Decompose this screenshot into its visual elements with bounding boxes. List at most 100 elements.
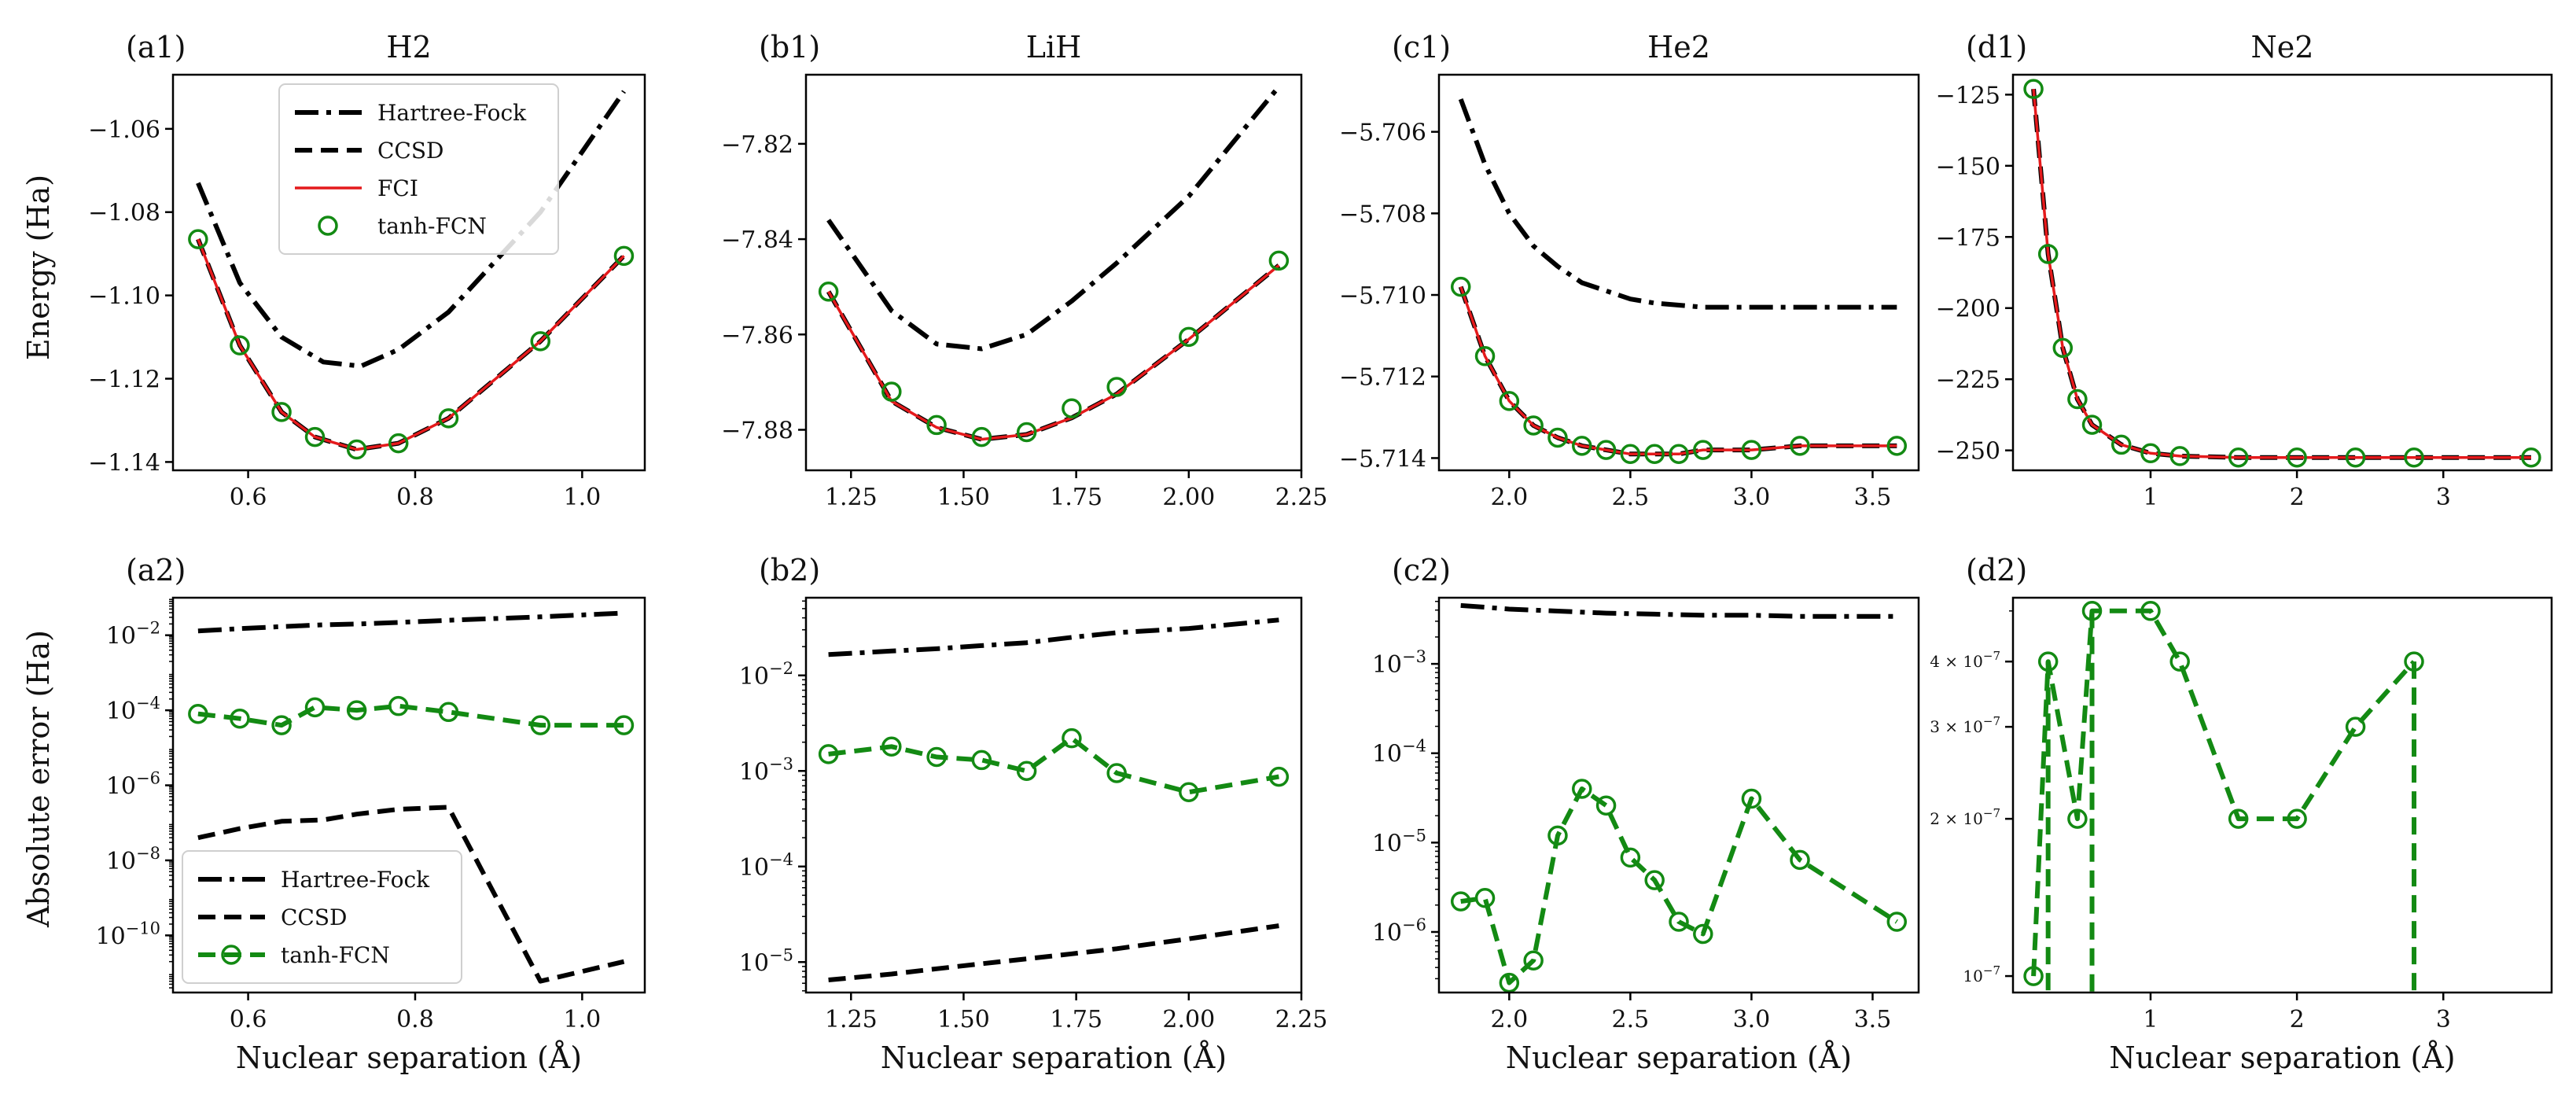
x-tick-label: 1.25: [825, 484, 878, 511]
y-tick-label: 10−10: [95, 919, 160, 950]
series-line-fci: [2032, 88, 2531, 459]
x-tick-label: 3.0: [1733, 484, 1771, 511]
point-marker-tanh-fcn: [1016, 422, 1037, 443]
panel-label: (b1): [759, 30, 820, 64]
point-marker-tanh-fcn: [2037, 244, 2059, 264]
y-tick-label: −7.86: [721, 322, 793, 349]
y-tick-label: −5.710: [1339, 282, 1426, 310]
series-line-ccsd: [826, 263, 1281, 442]
tick-exponent: −7: [1983, 649, 2000, 663]
point-marker-tanh-fcn: [881, 381, 902, 402]
panel-title: Ne2: [2251, 30, 2314, 64]
legend: Hartree-Fock CCSD tanh-FCN: [182, 850, 462, 984]
legend-label: tanh-FCN: [377, 213, 487, 239]
series-line-tanh-fcn: [1460, 786, 1898, 985]
tick-coef: 2 ×: [1930, 809, 1963, 828]
y-tick-label: −175: [1936, 224, 2000, 252]
legend-label: tanh-FCN: [281, 942, 390, 968]
point-marker-tanh-fcn: [2404, 651, 2424, 672]
point-marker-tanh-fcn: [1450, 891, 1471, 912]
series-group: [1450, 602, 1908, 993]
point-marker-tanh-fcn: [230, 708, 250, 729]
point-marker-tanh-fcn: [1268, 250, 1290, 271]
x-tick-label: 2.00: [1162, 1006, 1215, 1033]
tick-base: 10: [1372, 651, 1402, 679]
xlabel: Nuclear separation (Å): [881, 1040, 1227, 1075]
x-tick-label: 0.8: [396, 484, 434, 511]
point-marker-tanh-fcn: [1016, 761, 1037, 782]
point-marker-tanh-fcn: [2081, 601, 2103, 621]
x-tick-label: 3.5: [1854, 484, 1892, 511]
tick-exponent: −3: [1402, 647, 1426, 666]
x-tick-label: 2.0: [1490, 484, 1528, 511]
x-tick-label: 0.8: [396, 1006, 434, 1033]
tick-exponent: −6: [136, 769, 160, 788]
panel-d2: 1 2 310−72 × 10−73 × 10−74 × 10−7(d2)Nucle…: [1930, 553, 2553, 1075]
y-tick-label: 10−6: [1372, 915, 1426, 947]
x-tick-label: 2.0: [1490, 1006, 1528, 1033]
point-marker-tanh-fcn: [1620, 444, 1641, 465]
point-marker-tanh-fcn: [1499, 972, 1520, 993]
point-marker-tanh-fcn: [613, 245, 635, 267]
series-group: [188, 610, 635, 984]
panel-d1: 1 2 3 −250 −225 −200 −175 −150 −125 (d1) Ne2: [1936, 30, 2553, 511]
x-tick-label: 3.0: [1733, 1006, 1771, 1033]
series-line-tanh-fcn: [2031, 608, 2416, 977]
point-marker-tanh-fcn: [1886, 912, 1908, 932]
tick-base: 10: [106, 623, 136, 650]
point-marker-tanh-fcn: [304, 426, 326, 448]
y-tick-label: 10−6: [106, 769, 160, 801]
panel-title: LiH: [1026, 30, 1082, 64]
tick-base: 10: [106, 848, 136, 875]
y-tick-label: −7.82: [721, 131, 793, 159]
plot-frame: [1437, 596, 1920, 994]
point-marker-tanh-fcn: [304, 697, 326, 718]
series-group: [2023, 601, 2424, 993]
y-tick-label: 10−4: [106, 694, 160, 725]
x-tick-label: 1.0: [563, 1006, 601, 1033]
panel-c1: 2.0 2.5 3.0 3.5 −5.714 −5.712 −5.710 −5.708 −5.7…: [1339, 30, 1920, 511]
point-marker-tanh-fcn: [188, 703, 208, 724]
legend: Hartree-Fock CCSD FCI tanh-FCN: [278, 83, 559, 255]
x-tick-label: 2.5: [1612, 1006, 1650, 1033]
x-tick-label: 2.25: [1275, 484, 1328, 511]
point-marker-tanh-fcn: [2287, 808, 2307, 829]
tick-exponent: −4: [769, 850, 793, 869]
point-marker-tanh-fcn: [1450, 276, 1471, 297]
point-marker-tanh-fcn: [438, 408, 459, 429]
series-line-hartree-fock: [828, 617, 1279, 657]
series-line-hartree-fock: [1460, 602, 1897, 619]
point-marker-tanh-fcn: [1572, 436, 1592, 456]
tick-base: 10: [739, 949, 769, 977]
x-tick-label: 1.75: [1050, 1006, 1102, 1033]
point-marker-tanh-fcn: [818, 744, 839, 764]
y-tick-label: 2 × 10−7: [1930, 806, 2000, 828]
panel-c2: 2.0 2.5 3.0 3.510−610−510−410−3(c2)Nuclear …: [1372, 553, 1920, 1075]
y-tick-label: 4 × 10−7: [1930, 649, 2000, 671]
point-marker-tanh-fcn: [2228, 447, 2249, 468]
point-marker-tanh-fcn: [2037, 651, 2059, 672]
point-marker-tanh-fcn: [1620, 847, 1641, 868]
series-line-hartree-fock: [826, 85, 1281, 352]
point-marker-tanh-fcn: [271, 715, 292, 735]
x-tick-label: 1.50: [937, 1006, 990, 1033]
point-marker-tanh-fcn: [881, 736, 902, 757]
point-marker-tanh-fcn: [2067, 808, 2088, 829]
tick-exponent: −7: [1983, 714, 2000, 728]
x-tick-label: 3: [2436, 484, 2451, 511]
tick-exponent: −4: [136, 694, 160, 713]
point-marker-tanh-fcn: [2521, 447, 2541, 468]
point-marker-tanh-fcn: [2169, 651, 2190, 672]
y-tick-label: −1.12: [88, 366, 160, 394]
point-marker-tanh-fcn: [926, 414, 947, 436]
y-tick-label: 10−2: [739, 659, 793, 691]
panel-label: (d1): [1966, 30, 2027, 64]
x-tick-label: 3.5: [1854, 1006, 1892, 1033]
point-marker-tanh-fcn: [1499, 391, 1520, 411]
point-marker-tanh-fcn: [271, 402, 292, 422]
x-tick-label: 1.50: [937, 484, 990, 511]
panels-container: 0.6 0.8 1.0 −1.14 −1.12 −1.10 −1.08 −1.06 (a1) H2…: [88, 30, 2553, 1075]
point-marker-tanh-fcn: [1474, 888, 1496, 908]
legend-item-ccsd: CCSD: [295, 138, 443, 164]
y-tick-label: 3 × 10−7: [1930, 714, 2000, 736]
